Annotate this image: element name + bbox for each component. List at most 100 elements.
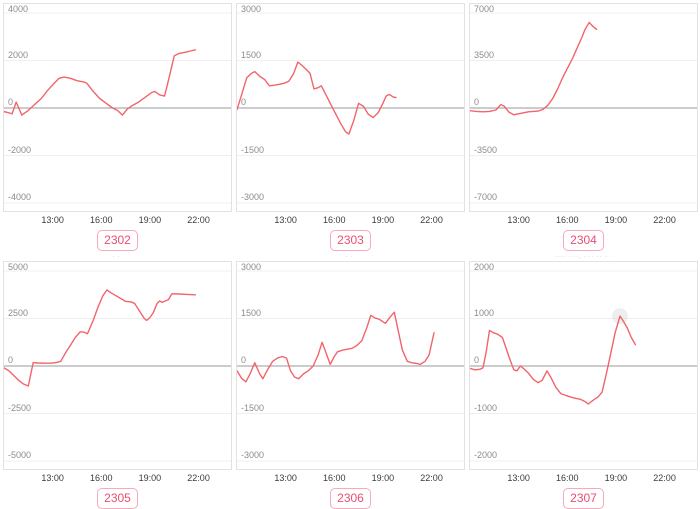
- y-axis-tick-label: 5000: [8, 262, 29, 272]
- x-axis-tick-label: 13:00: [274, 215, 297, 225]
- chart-id-badge[interactable]: 2305: [97, 488, 138, 509]
- series-line: [237, 311, 435, 383]
- badge-row: 2305: [3, 488, 232, 509]
- x-axis-tick-label: 16:00: [323, 215, 346, 225]
- y-axis-tick-label: -5000: [8, 450, 32, 460]
- series-line: [237, 61, 397, 135]
- x-axis-tick-label: 22:00: [420, 215, 443, 225]
- chart-title-text: ···· ····, ···· ·· ··: [555, 254, 610, 260]
- y-axis-tick-label: -1000: [474, 402, 498, 413]
- x-axis-tick-label: 13:00: [507, 473, 530, 483]
- chart-cell-2305: · · 5000 2500 0 -2500 -5000 13:00 16:00 19:00 22:…: [0, 253, 233, 509]
- x-axis-tick-label: 22:00: [653, 473, 676, 483]
- badge-row: 2307: [469, 488, 698, 509]
- chart-id-badge[interactable]: 2303: [330, 230, 371, 251]
- y-axis-tick-label: 4000: [8, 4, 29, 14]
- x-axis-tick-label: 22:00: [187, 215, 210, 225]
- y-axis-tick-label: -3000: [241, 192, 265, 202]
- x-axis-tick-label: 19:00: [604, 215, 628, 225]
- plot-area-2304[interactable]: 7000 3500 0 -3500 -7000: [469, 3, 698, 212]
- series-line: [4, 49, 197, 116]
- x-axis-tick-label: 22:00: [653, 215, 676, 225]
- y-axis-tick-label: -1500: [241, 144, 265, 155]
- y-axis-tick-label: -4000: [8, 192, 32, 202]
- chart-title-text: · ·: [112, 254, 121, 260]
- x-axis-tick-label: 19:00: [604, 473, 628, 483]
- badge-row: 2306: [236, 488, 465, 509]
- y-axis-tick-label: 0: [241, 97, 247, 107]
- chart-title-text: ·· ··: [3, 0, 230, 2]
- x-axis-tick-label: 19:00: [138, 215, 162, 225]
- chart-title-caption: ·· ··: [469, 0, 696, 3]
- chart-title-text: ·· ··: [469, 0, 696, 2]
- x-axis-tick-label: 13:00: [274, 473, 297, 483]
- chart-title-caption: ·· ··: [236, 0, 463, 3]
- x-axis-tick-label: 13:00: [41, 473, 64, 483]
- x-axis-tick-label: 16:00: [90, 473, 113, 483]
- chart-title-caption: · ·: [3, 253, 230, 261]
- x-axis-tick-label: 13:00: [507, 215, 530, 225]
- x-axis-tick-label: 16:00: [90, 215, 113, 225]
- chart-cell-2304: ·· ··700035000-3500-700013:0016:0019:002…: [466, 0, 700, 253]
- badge-row: 2302: [3, 230, 232, 251]
- y-axis-tick-label: 2000: [474, 262, 495, 272]
- x-axis-tick-label: 22:00: [420, 473, 443, 483]
- chart-title-caption: ···· ····, ···· ·· ··: [469, 253, 696, 261]
- chart-cell-2307: ···· ····, ···· ·· ·· 2000 1000 0 -1000 -2000…: [466, 253, 700, 509]
- plot-area-2303[interactable]: 3000 1500 0 -1500 -3000: [236, 3, 465, 212]
- chart-id-badge[interactable]: 2302: [97, 230, 138, 251]
- badge-row: 2304: [469, 230, 698, 251]
- chart-title-text: · ·: [345, 254, 354, 260]
- y-axis-tick-label: 1000: [474, 307, 495, 318]
- y-axis-tick-label: 0: [474, 355, 480, 365]
- plot-area-2306[interactable]: 3000 1500 0 -1500 -3000: [236, 261, 465, 470]
- plot-area-2305[interactable]: 5000 2500 0 -2500 -5000: [3, 261, 232, 470]
- x-axis: 13:00 16:00 19:00 22:00: [3, 470, 232, 485]
- y-axis-tick-label: -3000: [241, 450, 265, 460]
- plot-area-2307[interactable]: 2000 1000 0 -1000 -2000: [469, 261, 698, 470]
- y-axis-tick-label: 0: [241, 355, 247, 365]
- x-axis-tick-label: 22:00: [187, 473, 210, 483]
- series-line: [470, 21, 598, 116]
- chart-title-caption: ·· ··: [3, 0, 230, 3]
- y-axis-tick-label: 2500: [8, 307, 29, 318]
- y-axis-tick-label: -2000: [474, 450, 498, 460]
- x-axis-tick-label: 19:00: [371, 473, 395, 483]
- chart-cell-2303: ·· ··300015000-1500-300013:0016:0019:002…: [233, 0, 466, 253]
- x-axis-tick-label: 19:00: [371, 215, 395, 225]
- y-axis-tick-label: 1500: [241, 49, 262, 60]
- x-axis-tick-label: 19:00: [138, 473, 162, 483]
- y-axis-tick-label: 0: [8, 355, 14, 365]
- y-axis-tick-label: 7000: [474, 4, 495, 14]
- y-axis-tick-label: 3000: [241, 262, 262, 272]
- y-axis-tick-label: -1500: [241, 402, 265, 413]
- y-axis-tick-label: 0: [474, 97, 480, 107]
- y-axis-tick-label: -2000: [8, 144, 32, 155]
- plot-area-2302[interactable]: 4000 2000 0 -2000 -4000: [3, 3, 232, 212]
- y-axis-tick-label: -3500: [474, 144, 498, 155]
- x-axis: 13:00 16:00 19:00 22:00: [236, 212, 465, 227]
- badge-row: 2303: [236, 230, 465, 251]
- y-axis-tick-label: 0: [8, 97, 14, 107]
- x-axis-tick-label: 16:00: [323, 473, 346, 483]
- series-line: [470, 315, 637, 405]
- chart-id-badge[interactable]: 2306: [330, 488, 371, 509]
- chart-cell-2306: · · 3000 1500 0 -1500 -3000 13:00 16:00 19:00 22:…: [233, 253, 466, 509]
- y-axis-tick-label: -7000: [474, 192, 498, 202]
- x-axis: 13:00 16:00 19:00 22:00: [3, 212, 232, 227]
- y-axis-tick-label: 2000: [8, 49, 29, 60]
- x-axis-tick-label: 16:00: [556, 473, 579, 483]
- chart-title-text: ·· ··: [236, 0, 463, 2]
- chart-title-caption: · ·: [236, 253, 463, 261]
- x-axis-tick-label: 13:00: [41, 215, 64, 225]
- chart-id-badge[interactable]: 2307: [563, 488, 604, 509]
- y-axis-tick-label: 3500: [474, 49, 495, 60]
- chart-cell-2302: ·· ··400020000-2000-400013:0016:0019:002…: [0, 0, 233, 253]
- x-axis: 13:00 16:00 19:00 22:00: [236, 470, 465, 485]
- y-axis-tick-label: -2500: [8, 402, 32, 413]
- chart-id-badge[interactable]: 2304: [563, 230, 604, 251]
- x-axis: 13:00 16:00 19:00 22:00: [469, 470, 698, 485]
- y-axis-tick-label: 3000: [241, 4, 262, 14]
- x-axis: 13:00 16:00 19:00 22:00: [469, 212, 698, 227]
